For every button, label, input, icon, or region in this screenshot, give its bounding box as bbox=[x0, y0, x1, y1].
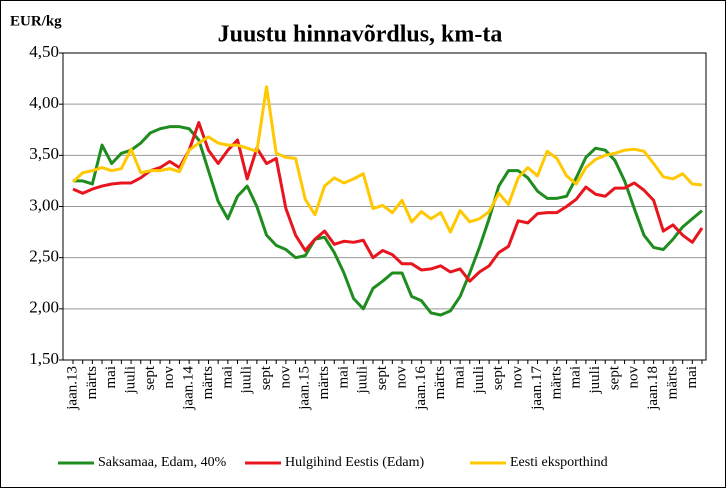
x-tick-label: märts bbox=[84, 366, 100, 399]
x-tick-label: jaan.18 bbox=[645, 366, 661, 411]
x-tick-label: märts bbox=[316, 366, 332, 399]
x-tick-label: nov bbox=[510, 366, 526, 389]
x-tick-label: jaan.16 bbox=[413, 366, 429, 411]
series-line bbox=[73, 125, 703, 317]
legend-label: Eesti eksporthind bbox=[510, 455, 608, 470]
legend-label: Saksamaa, Edam, 40% bbox=[98, 455, 227, 470]
x-tick-label: mai bbox=[568, 366, 584, 389]
x-tick-label: juuli bbox=[587, 366, 603, 395]
x-tick-label: sept bbox=[258, 365, 274, 390]
x-tick-label: jaan.17 bbox=[529, 366, 545, 411]
x-tick-label: märts bbox=[664, 366, 680, 399]
x-tick-label: jaan.14 bbox=[181, 366, 197, 411]
x-tick-label: nov bbox=[393, 366, 409, 389]
y-tick-label: 1,50 bbox=[29, 349, 59, 368]
plot-frame bbox=[62, 52, 707, 361]
series-line bbox=[72, 121, 704, 283]
x-tick-label: märts bbox=[548, 366, 564, 399]
x-tick-label: juuli bbox=[355, 366, 371, 395]
y-tick-label: 3,50 bbox=[29, 144, 59, 163]
x-tick-label: sept bbox=[142, 365, 158, 390]
x-tick-label: jaan.13 bbox=[64, 366, 80, 411]
x-tick-label: juuli bbox=[122, 366, 138, 395]
y-tick-label: 3,00 bbox=[29, 195, 59, 214]
x-tick-label: nov bbox=[161, 366, 177, 389]
chart-title: Juustu hinnavõrdlus, km-ta bbox=[218, 22, 503, 48]
x-tick-label: sept bbox=[606, 365, 622, 390]
series-line bbox=[71, 85, 703, 234]
y-tick-label: 2,50 bbox=[29, 247, 59, 266]
y-tick-label: 4,50 bbox=[29, 42, 59, 61]
x-tick-label: mai bbox=[219, 366, 235, 389]
x-tick-label: juuli bbox=[471, 366, 487, 395]
x-tick-label: nov bbox=[626, 366, 642, 389]
x-tick-label: märts bbox=[200, 366, 216, 399]
x-tick-label: sept bbox=[374, 365, 390, 390]
y-tick-label: 4,00 bbox=[29, 93, 59, 112]
y-axis-label: EUR/kg bbox=[10, 13, 62, 29]
x-tick-label: mai bbox=[684, 366, 700, 389]
x-tick-label: jaan.15 bbox=[297, 366, 313, 411]
x-tick-label: mai bbox=[452, 366, 468, 389]
x-tick-label: märts bbox=[432, 366, 448, 399]
x-tick-label: juuli bbox=[239, 366, 255, 395]
legend-label: Hulgihind Eestis (Edam) bbox=[285, 455, 425, 470]
x-tick-label: sept bbox=[490, 365, 506, 390]
x-tick-label: mai bbox=[103, 366, 119, 389]
x-tick-label: nov bbox=[277, 366, 293, 389]
x-tick-label: mai bbox=[335, 366, 351, 389]
y-tick-label: 2,00 bbox=[29, 298, 59, 317]
